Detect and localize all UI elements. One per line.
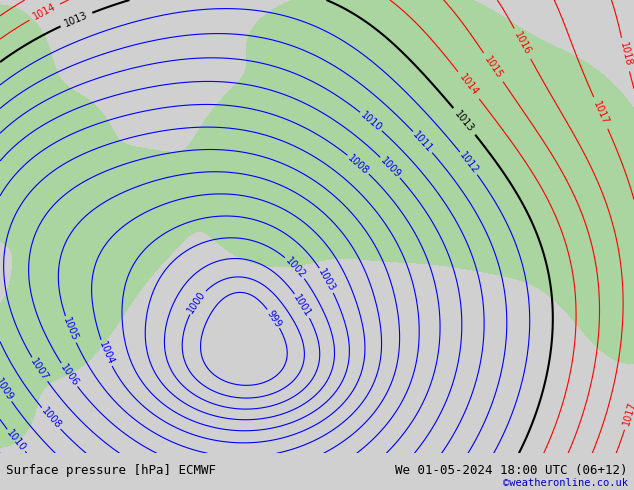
- Text: 1007: 1007: [29, 356, 51, 383]
- Text: 1014: 1014: [457, 73, 480, 98]
- Text: 1017: 1017: [621, 400, 634, 426]
- Text: 1004: 1004: [97, 340, 115, 367]
- Text: 1008: 1008: [346, 152, 371, 176]
- Text: 1006: 1006: [58, 362, 80, 388]
- Text: 1000: 1000: [186, 289, 208, 315]
- Text: 1009: 1009: [0, 376, 15, 403]
- Text: 1017: 1017: [591, 99, 611, 126]
- Text: 1009: 1009: [378, 155, 403, 180]
- Text: 1010: 1010: [4, 428, 28, 453]
- Text: 1015: 1015: [482, 54, 505, 80]
- Text: 1005: 1005: [61, 316, 80, 343]
- Text: 1001: 1001: [292, 293, 313, 319]
- Text: 1013: 1013: [453, 109, 476, 134]
- Text: 1016: 1016: [512, 30, 533, 57]
- Text: ©weatheronline.co.uk: ©weatheronline.co.uk: [503, 478, 628, 488]
- Text: 1002: 1002: [283, 255, 307, 280]
- Text: 1012: 1012: [457, 150, 480, 176]
- Text: 1011: 1011: [411, 129, 435, 154]
- Text: 999: 999: [264, 308, 283, 329]
- Text: Surface pressure [hPa] ECMWF: Surface pressure [hPa] ECMWF: [6, 464, 216, 477]
- Text: 1008: 1008: [39, 406, 63, 431]
- Text: 1014: 1014: [31, 1, 58, 22]
- Text: 1018: 1018: [618, 42, 633, 68]
- Text: 1003: 1003: [316, 267, 337, 294]
- Text: 1010: 1010: [358, 110, 384, 133]
- Text: We 01-05-2024 18:00 UTC (06+12): We 01-05-2024 18:00 UTC (06+12): [395, 464, 628, 477]
- Text: 1013: 1013: [63, 10, 89, 29]
